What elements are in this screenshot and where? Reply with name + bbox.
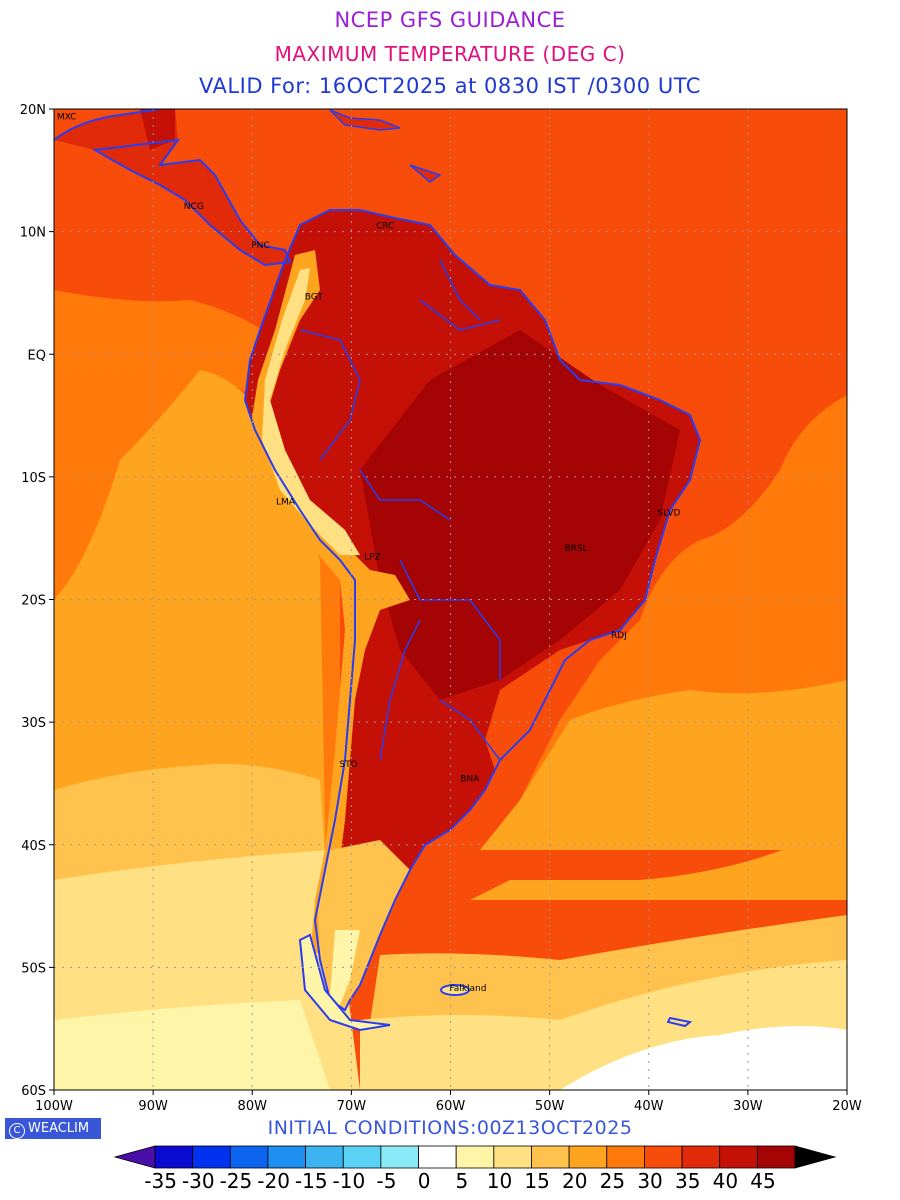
south-georgia: [666, 1016, 693, 1028]
lat-tick-label: 40S: [21, 839, 46, 854]
lon-tick-label: 50W: [535, 1099, 565, 1114]
lon-tick-label: 20W: [832, 1099, 862, 1114]
city-label-bgt: BGT: [305, 293, 324, 303]
brand-label: WEACLIM: [28, 1121, 90, 1136]
graticule: [54, 109, 847, 1090]
colorbar-swatch: [756, 1145, 796, 1169]
colorbar-swatch: [493, 1145, 532, 1169]
colorbar-label: 45: [750, 1169, 775, 1193]
colorbar-label: -15: [295, 1169, 328, 1193]
city-label-lpz: LPZ: [364, 553, 381, 563]
lat-tick-label: 20N: [20, 103, 46, 118]
title-valid-time: VALID For: 16OCT2025 at 0830 IST /0300 U…: [199, 74, 701, 98]
lat-tick-label: 20S: [21, 594, 46, 609]
colorbar-label: 20: [562, 1169, 587, 1193]
city-label-lma: LMA: [276, 497, 296, 507]
andes-band: [250, 250, 410, 960]
latitude-ticks: 20N 10N EQ 10S 20S 30S 40S 50S 60S: [20, 103, 54, 1099]
colorbar: -35 -30 -25 -20 -15 -10 -5 0 5 10 15 20 25 30 35 40 45: [113, 1145, 837, 1193]
colorbar-swatch: [192, 1145, 231, 1169]
colorbar-label: 5: [455, 1169, 468, 1193]
colorbar-swatch: [229, 1145, 269, 1169]
colorbar-over-arrow: [794, 1145, 837, 1169]
colorbar-label: -20: [257, 1169, 290, 1193]
lon-tick-label: 90W: [138, 1099, 168, 1114]
city-label-sto: STO: [339, 760, 357, 770]
colorbar-swatch: [418, 1145, 457, 1169]
south-brazil: [485, 640, 590, 770]
lon-tick-label: 30W: [733, 1099, 763, 1114]
colorbar-label: 40: [713, 1169, 738, 1193]
colorbar-label: 0: [418, 1169, 431, 1193]
city-label-slvd: SLVD: [658, 508, 681, 518]
patagonia-south: [330, 930, 360, 1005]
city-label-falkland: Falkland: [449, 984, 486, 994]
city-labels: MXC NCG CRC PNC BGT LMA LPZ SLVD BRSL RDJ STO BNA Fa…: [57, 112, 681, 994]
colorbar-swatch: [267, 1145, 306, 1169]
colorbar-swatch: [644, 1145, 683, 1169]
colorbar-label: -10: [333, 1169, 366, 1193]
colorbar-label: 30: [637, 1169, 662, 1193]
lon-tick-label: 40W: [634, 1099, 664, 1114]
colorbar-swatch: [568, 1145, 608, 1169]
lat-tick-label: 60S: [21, 1084, 46, 1099]
lat-tick-label: 50S: [21, 961, 46, 976]
longitude-ticks: 100W 90W 80W 70W 60W 50W 40W 30W 20W: [35, 1090, 862, 1114]
colorbar-swatch: [455, 1145, 495, 1169]
colorbar-label: 15: [524, 1169, 549, 1193]
zone-15-20-atlantic: [480, 680, 847, 850]
city-label-rdj: RDJ: [611, 631, 627, 641]
lon-tick-label: 100W: [35, 1099, 73, 1114]
colorbar-swatch: [606, 1145, 645, 1169]
lat-tick-label: EQ: [28, 348, 46, 363]
lat-tick-label: 10S: [21, 471, 46, 486]
colorbar-label: -30: [182, 1169, 215, 1193]
title-model: NCEP GFS GUIDANCE: [334, 8, 566, 32]
colorbar-swatch: [531, 1145, 570, 1169]
lon-tick-label: 60W: [436, 1099, 466, 1114]
city-label-bna: BNA: [460, 775, 480, 785]
initial-conditions: INITIAL CONDITIONS:00Z13OCT2025: [267, 1117, 633, 1139]
colorbar-label: -35: [144, 1169, 177, 1193]
city-label-pnc: PNC: [251, 241, 269, 251]
lat-tick-label: 10N: [20, 226, 46, 241]
colorbar-label: 25: [600, 1169, 625, 1193]
lon-tick-label: 70W: [337, 1099, 367, 1114]
caribbean-islands: [329, 109, 442, 183]
colorbar-swatch: [342, 1145, 382, 1169]
falkland-islands: [440, 984, 470, 996]
city-label-ncg: NCG: [184, 202, 204, 212]
tierra-del-fuego: [298, 933, 391, 1032]
land-hottest: [360, 330, 680, 700]
colorbar-swatch: [681, 1145, 721, 1169]
zone-below-0: [560, 1026, 847, 1090]
title-variable: MAXIMUM TEMPERATURE (DEG C): [274, 42, 626, 66]
colorbar-under-arrow: [113, 1145, 156, 1169]
colorbar-swatch: [719, 1145, 758, 1169]
weaclim-badge: C WEACLIM: [5, 1118, 101, 1139]
colorbar-label: -5: [377, 1169, 397, 1193]
central-america-coast: [54, 109, 292, 267]
colorbar-label: -25: [220, 1169, 253, 1193]
lat-tick-label: 30S: [21, 716, 46, 731]
colorbar-label: 35: [675, 1169, 700, 1193]
lon-tick-label: 80W: [238, 1099, 268, 1114]
coastline: [243, 209, 702, 1012]
andes-highland: [262, 268, 360, 555]
colorbar-swatch: [305, 1145, 344, 1169]
colorbar-label: 10: [487, 1169, 512, 1193]
city-label-mxc: MXC: [57, 112, 77, 122]
city-label-crc: CRC: [376, 221, 394, 231]
zone-15-20-atlantic-b: [470, 820, 847, 900]
city-label-brsl: BRSL: [564, 544, 587, 554]
colorbar-swatch: [380, 1145, 419, 1169]
colorbar-swatch: [154, 1145, 194, 1169]
land-hot-patch: [140, 109, 175, 150]
zone-0-5-south: [54, 1000, 330, 1090]
copyright-icon: C: [9, 1123, 25, 1139]
